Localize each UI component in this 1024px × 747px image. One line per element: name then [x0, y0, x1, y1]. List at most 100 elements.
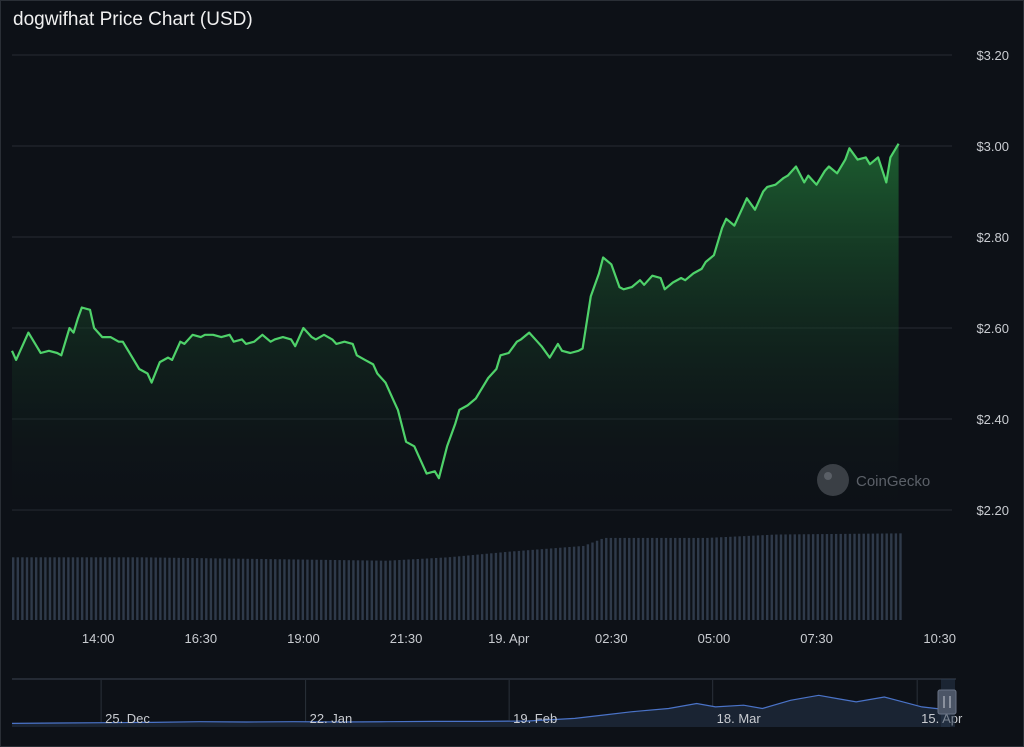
volume-bar [503, 552, 507, 620]
volume-bar [761, 535, 764, 620]
navigator-handle[interactable] [937, 689, 957, 715]
volume-bar [103, 557, 107, 620]
volume-bar [876, 533, 879, 620]
volume-bar [430, 558, 433, 620]
volume-bar [862, 533, 865, 620]
volume-bar [706, 537, 709, 620]
volume-bar [793, 534, 796, 620]
volume-bar [559, 547, 562, 620]
volume-bar [476, 554, 479, 620]
volume-bar [697, 537, 700, 620]
y-tick-label: $2.40 [976, 412, 1009, 427]
volume-bar [159, 557, 162, 620]
volume-bar [16, 557, 19, 620]
volume-bar [545, 548, 548, 620]
x-tick-label: 10:30 [923, 631, 956, 646]
volume-bar [39, 557, 42, 620]
volume-bar [310, 559, 314, 620]
volume-bar [163, 557, 167, 620]
volume-bar [320, 559, 323, 620]
volume-bar [246, 558, 249, 620]
volume-bar [811, 534, 815, 620]
volume-bar [664, 537, 668, 620]
volume-bar [356, 560, 360, 620]
volume-bar [715, 537, 718, 620]
volume-bar [719, 537, 723, 620]
volume-bar [149, 557, 153, 620]
volume-bar [513, 551, 516, 620]
navigator-tick-label: 19. Feb [513, 711, 557, 726]
volume-bar [568, 547, 571, 620]
y-tick-label: $2.60 [976, 321, 1009, 336]
volume-bar [99, 557, 102, 620]
volume-bar [605, 537, 608, 620]
volume-bar [251, 558, 254, 620]
volume-bar [172, 557, 176, 620]
volume-bar [618, 537, 622, 620]
volume-bar [752, 535, 755, 620]
volume-bar [554, 548, 557, 620]
volume-bar [844, 533, 847, 620]
volume-bar [113, 557, 116, 620]
volume-bar [90, 557, 93, 620]
volume-bar [140, 557, 144, 620]
volume-bar [609, 537, 613, 620]
x-axis-labels: 14:00 16:30 19:00 21:30 19. Apr 02:30 05:00 07:… [82, 631, 956, 646]
volume-bar [76, 557, 79, 620]
volume-bar [444, 557, 447, 620]
volume-bar [747, 535, 750, 620]
price-area-fill [12, 143, 899, 510]
volume-bar [94, 557, 98, 620]
volume-bar [522, 550, 525, 620]
volume-bar [67, 557, 70, 620]
volume-bar [471, 555, 475, 620]
volume-bar [425, 558, 429, 620]
volume-bar [485, 553, 488, 620]
watermark-text: CoinGecko [856, 473, 930, 490]
volume-bar [517, 550, 521, 620]
navigator-area [12, 695, 950, 727]
volume-bar [25, 557, 29, 620]
volume-bar [57, 557, 61, 620]
volume-bar [867, 533, 870, 620]
volume-bar [480, 554, 484, 620]
volume-bar [168, 557, 171, 620]
x-tick-label: 21:30 [390, 631, 423, 646]
volume-bar [324, 559, 328, 620]
volume-bar [379, 560, 383, 620]
volume-bar [572, 546, 576, 620]
volume-bar [287, 559, 291, 620]
volume-bar [660, 537, 663, 620]
volume-bar [223, 558, 226, 620]
volume-bar [462, 555, 465, 620]
volume-bar [821, 534, 824, 620]
volume-bar [678, 537, 682, 620]
volume-bar [398, 560, 401, 620]
volume-bar [623, 537, 626, 620]
volume-bar [646, 537, 649, 620]
volume-bar [788, 534, 792, 620]
volume-bar [30, 557, 33, 620]
price-line[interactable] [10, 143, 900, 480]
volume-bar [641, 537, 645, 620]
volume-bar [329, 559, 332, 620]
volume-bar [421, 558, 424, 620]
x-tick-label: 07:30 [800, 631, 833, 646]
volume-bar [154, 557, 157, 620]
volume-bar [655, 537, 659, 620]
volume-bar [12, 557, 15, 620]
volume-bar [756, 535, 760, 620]
volume-bar [894, 533, 898, 620]
volume-bar [48, 557, 52, 620]
volume-bar [195, 558, 199, 620]
volume-bar [614, 537, 617, 620]
volume-bar [306, 559, 309, 620]
volume-bar [526, 550, 530, 620]
volume-bar [214, 558, 217, 620]
navigator-line [11, 694, 951, 724]
volume-bar [687, 537, 691, 620]
navigator-grid [100, 680, 918, 727]
y-tick-label: $3.20 [976, 48, 1009, 63]
